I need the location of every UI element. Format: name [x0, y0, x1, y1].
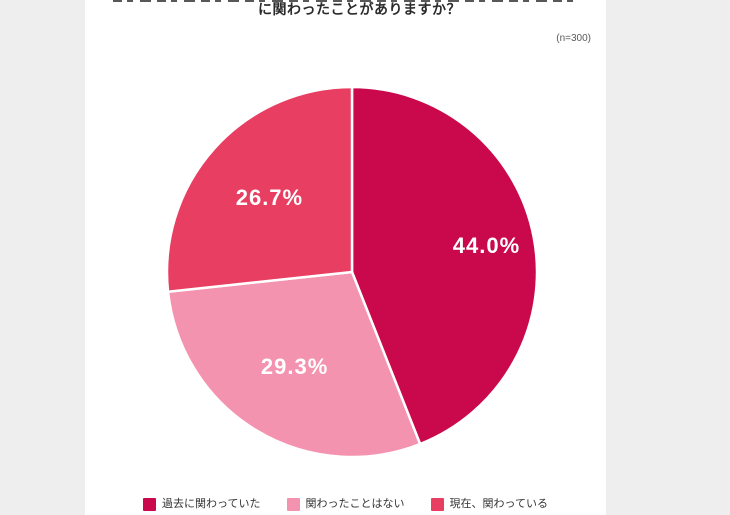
legend-label: 関わったことはない	[305, 498, 405, 510]
pie-slice	[166, 270, 422, 459]
slice-label: 44.0%	[452, 233, 521, 259]
pie-chart-area	[164, 84, 540, 460]
legend-label: 現在、関わっている	[449, 498, 548, 510]
legend-swatch-icon	[286, 498, 300, 511]
pie-chart	[165, 85, 539, 459]
legend-item: 関わったことはない	[286, 498, 405, 511]
chart-panel: に関わったことがありますか？ (n=300) 44.0% 29.3% 26.7%…	[85, 0, 606, 515]
legend-label: 過去に関わっていた	[162, 498, 261, 510]
legend-swatch-icon	[143, 498, 157, 511]
sample-size-note: (n=300)	[556, 33, 591, 44]
legend-swatch-icon	[430, 498, 444, 511]
clipped-title-first-line	[113, 0, 575, 2]
chart-legend: 過去に関わっていた 関わったことはない 現在、関わっている	[85, 498, 606, 511]
pie-slice	[350, 85, 539, 446]
slice-label: 29.3%	[260, 354, 329, 379]
legend-item: 過去に関わっていた	[143, 498, 261, 511]
slice-label: 26.7%	[235, 184, 304, 210]
pie-slice	[165, 85, 354, 293]
chart-title: に関わったことがありますか？	[258, 1, 461, 17]
legend-item: 現在、関わっている	[430, 498, 548, 511]
